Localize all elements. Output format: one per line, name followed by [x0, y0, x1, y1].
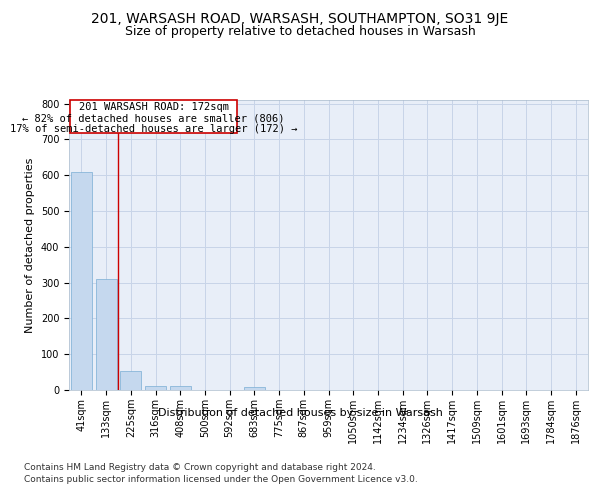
Text: 17% of semi-detached houses are larger (172) →: 17% of semi-detached houses are larger (…: [10, 124, 298, 134]
Text: Contains public sector information licensed under the Open Government Licence v3: Contains public sector information licen…: [24, 475, 418, 484]
Bar: [244, 387, 265, 390]
Text: Contains HM Land Registry data © Crown copyright and database right 2024.: Contains HM Land Registry data © Crown c…: [24, 462, 376, 471]
Text: 201, WARSASH ROAD, WARSASH, SOUTHAMPTON, SO31 9JE: 201, WARSASH ROAD, WARSASH, SOUTHAMPTON,…: [91, 12, 509, 26]
Bar: [95, 279, 116, 390]
Bar: [170, 386, 191, 390]
Text: Size of property relative to detached houses in Warsash: Size of property relative to detached ho…: [125, 25, 475, 38]
Bar: [145, 386, 166, 390]
Text: ← 82% of detached houses are smaller (806): ← 82% of detached houses are smaller (80…: [22, 113, 285, 123]
Text: Distribution of detached houses by size in Warsash: Distribution of detached houses by size …: [158, 408, 442, 418]
Bar: [120, 372, 141, 390]
Text: 201 WARSASH ROAD: 172sqm: 201 WARSASH ROAD: 172sqm: [79, 102, 229, 112]
Y-axis label: Number of detached properties: Number of detached properties: [25, 158, 35, 332]
FancyBboxPatch shape: [70, 100, 237, 133]
Bar: [71, 172, 92, 390]
